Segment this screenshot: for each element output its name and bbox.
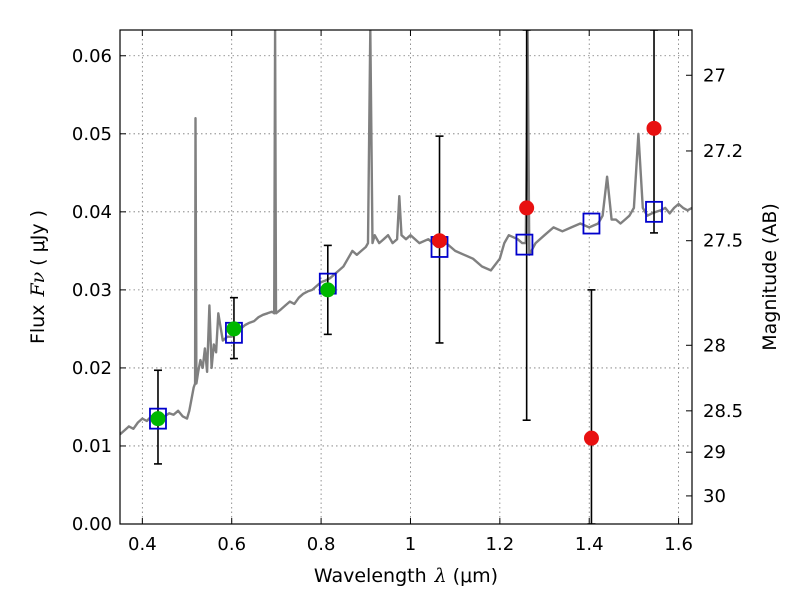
model-point-square: [645, 200, 663, 223]
y2-tick-label: 30: [703, 486, 726, 507]
x-tick-label: 1.2: [486, 534, 515, 555]
model-point-square: [515, 233, 534, 256]
observed-point-red: [432, 233, 448, 249]
plot-area: [120, 30, 692, 524]
y2-tick-label: 29: [703, 442, 726, 463]
observed-point-red: [519, 200, 535, 216]
y-tick-label: 0.00: [72, 514, 112, 535]
y-tick-label: 0.05: [72, 124, 112, 145]
y-axis-title: FluxFν( μJy ): [27, 210, 49, 344]
model-point-square: [149, 407, 167, 430]
observed-point-red: [583, 430, 599, 446]
observed-point-green: [226, 321, 242, 337]
y2-tick-label: 27.2: [703, 141, 743, 162]
x-axis-title: Wavelength λ (μm): [314, 565, 498, 587]
x-tick-label: 0.8: [307, 534, 336, 555]
x-tick-label: 1.6: [664, 534, 693, 555]
x-tick-label: 1.4: [575, 534, 604, 555]
observed-point-green: [150, 411, 166, 427]
x-tick-label: 1: [405, 534, 416, 555]
y2-tick-label: 27.5: [703, 231, 743, 252]
observed-point-red: [646, 120, 662, 136]
y-tick-label: 0.03: [72, 280, 112, 301]
axis-ticks: 0.4 0.6 0.8 1 1.2 1.4 1.6 0.00 0.01 0.02 0.03 0.04 0…: [72, 30, 743, 555]
y-tick-label: 0.02: [72, 358, 112, 379]
plot-frame: [119, 29, 693, 525]
y2-tick-label: 28: [703, 335, 726, 356]
x-tick-label: 0.6: [217, 534, 246, 555]
x-tick-label: 0.4: [128, 534, 157, 555]
y2-tick-label: 27: [703, 65, 726, 86]
y-tick-label: 0.01: [72, 436, 112, 457]
y-tick-label: 0.06: [72, 46, 112, 67]
observed-point-green: [320, 282, 336, 298]
y2-tick-label: 28.5: [703, 401, 743, 422]
y2-axis-title: Magnitude (AB): [759, 203, 781, 351]
model-point-square: [582, 212, 601, 235]
y-tick-label: 0.04: [72, 202, 112, 223]
